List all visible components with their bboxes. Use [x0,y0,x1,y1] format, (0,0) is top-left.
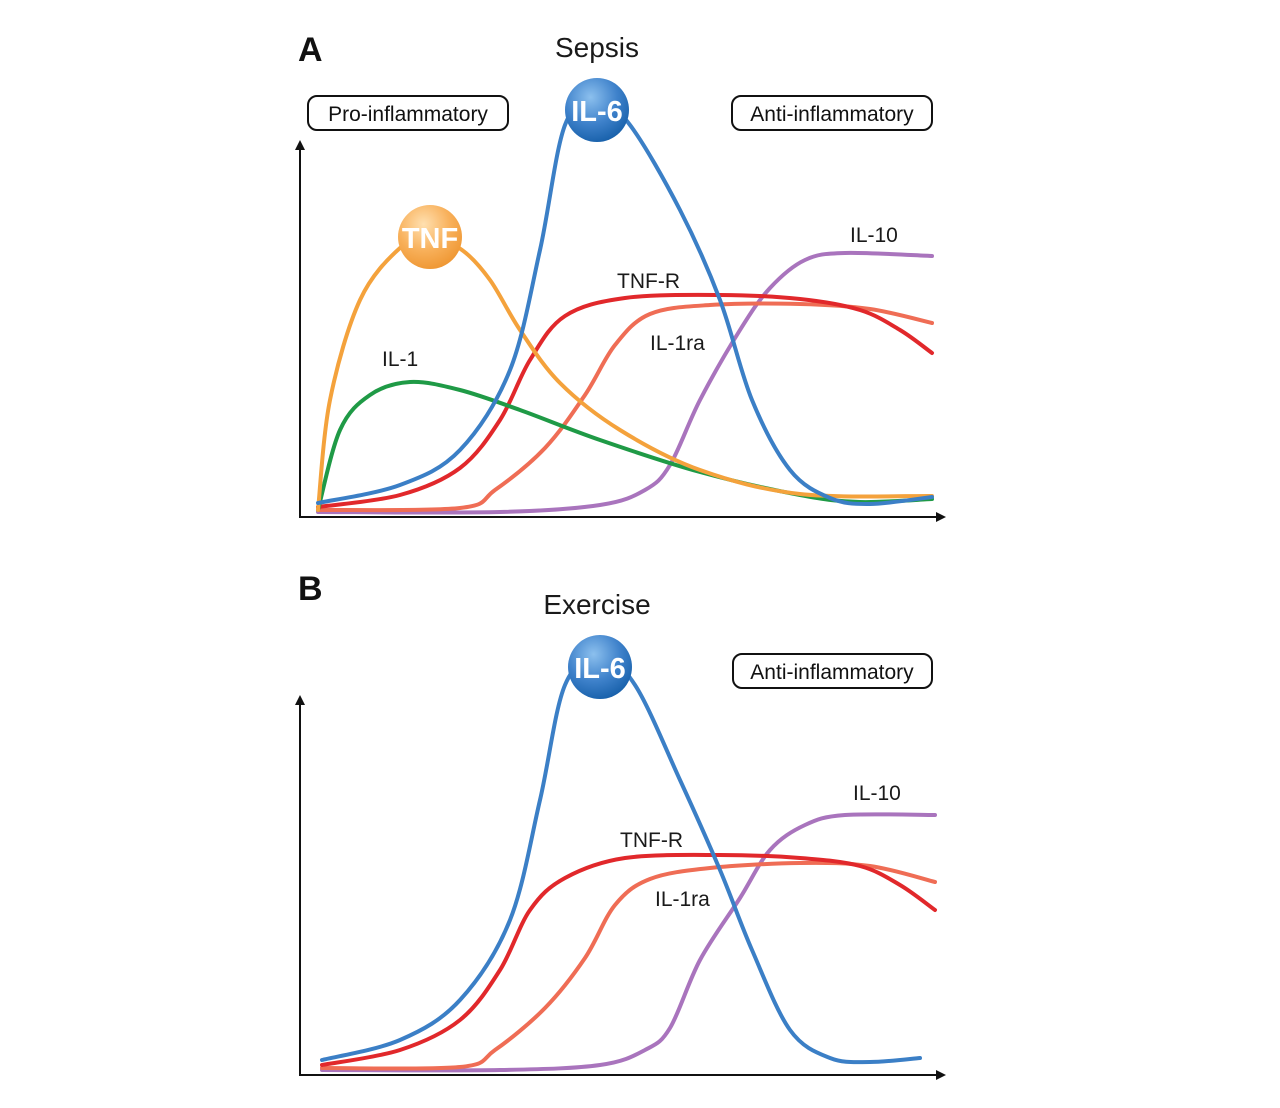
panel-b-title: Exercise [543,589,650,620]
panel-a-title: Sepsis [555,32,639,63]
panel-b-letter: B [298,570,323,608]
il1ra-curve-b [320,860,937,1071]
il6-ball-a: IL-6 [565,78,629,142]
il10-label-b: IL-10 [853,782,901,805]
tnf-ball-label: TNF [402,223,458,255]
pro-inflammatory-label: Pro-inflammatory [328,103,488,126]
il6-ball-label-a: IL-6 [571,96,623,128]
panel-b: B Exercise Anti-inflammatory TNF-R IL-1r… [295,570,946,1080]
il1ra-curve-a [316,301,934,513]
il1ra-label-b: IL-1ra [655,888,710,911]
tnf-curve-a [316,234,934,512]
il10-curve-a [316,250,934,515]
anti-inflammatory-box-b: Anti-inflammatory [732,653,933,689]
tnf-ball: TNF [398,205,462,269]
il6-curve-b [320,655,922,1065]
tnfr-curve-a [316,292,934,509]
anti-inflammatory-label-a: Anti-inflammatory [750,103,914,126]
il1ra-label-a: IL-1ra [650,332,705,355]
il6-ball-label-b: IL-6 [574,653,626,685]
panel-a-letter: A [298,31,323,69]
anti-inflammatory-label-b: Anti-inflammatory [750,661,914,684]
pro-inflammatory-box: Pro-inflammatory [307,95,509,131]
il6-curve-a [316,98,934,507]
tnfr-curve-b [320,852,937,1067]
il6-ball-b: IL-6 [568,635,632,699]
il10-curve-b [320,812,937,1073]
il1-label-a: IL-1 [382,348,418,371]
tnfr-label-b: TNF-R [620,829,683,852]
il10-label-a: IL-10 [850,224,898,247]
panel-a: A Sepsis Pro-inflammatory Anti-inflammat… [295,31,946,522]
il1-curve-a [316,379,934,512]
anti-inflammatory-box-a: Anti-inflammatory [731,95,933,131]
tnfr-label-a: TNF-R [617,270,680,293]
